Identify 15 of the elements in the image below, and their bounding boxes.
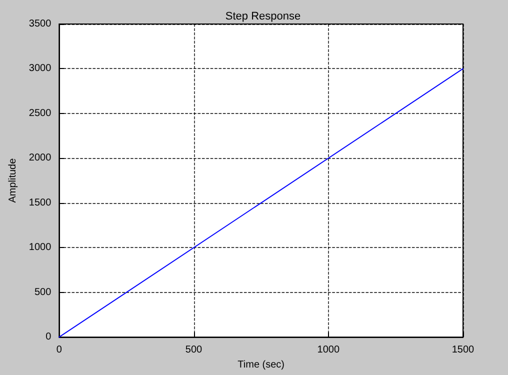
x-tick-label: 500 xyxy=(185,344,203,356)
y-tick-label: 3000 xyxy=(28,63,52,74)
y-tick-label: 2500 xyxy=(28,108,52,119)
y-tick-label: 1000 xyxy=(28,242,52,254)
chart-title: Step Response xyxy=(225,10,301,22)
x-axis-title: Time (sec) xyxy=(238,360,285,370)
y-tick-label: 1500 xyxy=(28,197,52,208)
y-tick-label: 0 xyxy=(46,332,52,343)
y-axis-title: Amplitude xyxy=(8,158,18,203)
y-tick-label: 500 xyxy=(34,286,52,298)
y-tick-label: 2000 xyxy=(28,152,52,164)
x-tick-label: 1000 xyxy=(317,344,340,356)
x-tick-label: 1500 xyxy=(452,344,475,356)
y-tick-label: 3500 xyxy=(28,18,52,30)
x-tick-label: 0 xyxy=(56,344,62,356)
